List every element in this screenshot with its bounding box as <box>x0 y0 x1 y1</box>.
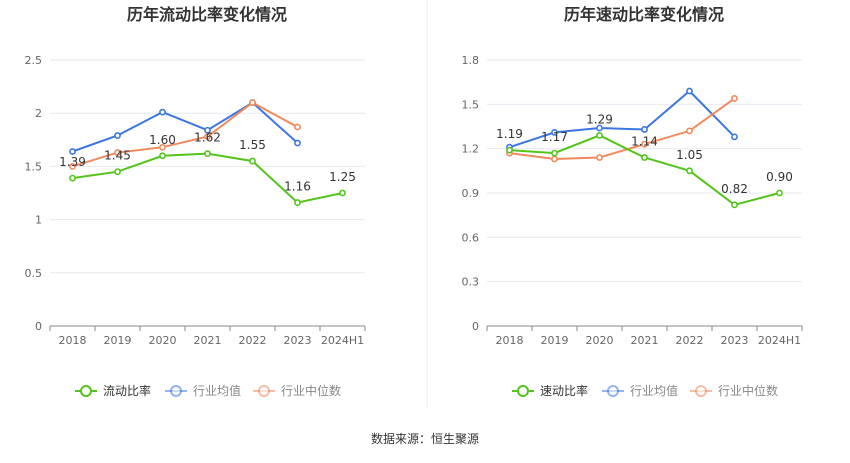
data-point <box>159 152 166 160</box>
y-tick-label: 0 <box>35 320 42 333</box>
data-point <box>69 174 76 182</box>
chart-title: 历年流动比率变化情况 <box>127 5 287 24</box>
data-point <box>641 126 648 133</box>
data-point <box>69 162 76 170</box>
data-point <box>551 129 558 136</box>
x-tick-label: 2024H1 <box>321 334 364 347</box>
data-point <box>114 132 121 139</box>
x-tick-label: 2022 <box>239 334 267 347</box>
y-tick-label: 0 <box>472 320 479 333</box>
data-point <box>596 131 603 139</box>
data-point <box>506 146 513 154</box>
data-point <box>294 139 301 147</box>
data-label: 1.16 <box>284 180 311 194</box>
data-label: 1.19 <box>496 127 523 141</box>
data-label: 1.45 <box>104 149 131 163</box>
data-point <box>686 127 693 135</box>
y-tick-label: 1.5 <box>25 160 43 173</box>
legend-marker <box>80 385 92 397</box>
series-line-2 <box>509 97 736 161</box>
data-point <box>249 99 256 106</box>
data-point <box>731 133 738 141</box>
legend-marker <box>258 385 270 397</box>
data-label: 1.17 <box>541 130 568 144</box>
x-tick-label: 2021 <box>194 334 222 347</box>
data-label: 1.60 <box>149 133 176 147</box>
legend-marker <box>170 385 182 397</box>
current-ratio-chart: 历年流动比率变化情况 0 0.5 1 1.5 2 2.5 2018 2019 2020 2021 20… <box>25 5 366 398</box>
data-point <box>114 149 121 156</box>
series-line-2 <box>72 101 298 168</box>
series-line-1 <box>509 89 736 149</box>
y-tick-label: 2.5 <box>25 54 43 67</box>
data-point <box>551 149 558 157</box>
data-point <box>686 167 693 175</box>
data-point <box>114 168 121 176</box>
x-tick-label: 2020 <box>149 334 177 347</box>
x-tick-label: 2021 <box>631 334 659 347</box>
legend-label: 行业均值 <box>630 383 678 398</box>
legend-label: 流动比率 <box>103 383 151 398</box>
chart-title: 历年速动比率变化情况 <box>564 5 724 24</box>
data-point <box>159 108 166 116</box>
data-label: 1.14 <box>631 135 658 149</box>
x-tick-label: 2023 <box>721 334 749 347</box>
data-point <box>339 189 346 197</box>
y-tick-label: 1.5 <box>462 98 480 111</box>
data-label: 1.29 <box>586 112 613 126</box>
data-point <box>204 126 211 134</box>
data-point <box>249 157 256 165</box>
data-point <box>159 143 166 151</box>
data-point <box>69 148 76 155</box>
legend-label: 行业均值 <box>193 383 241 398</box>
data-point <box>731 201 738 209</box>
y-tick-label: 1.2 <box>462 143 480 156</box>
quick-ratio-chart: 历年速动比率变化情况 0 0.3 0.6 0.9 1.2 1.5 1.8 2018 2019 202… <box>462 5 803 398</box>
y-tick-label: 1.8 <box>462 54 480 67</box>
legend-marker <box>517 385 529 397</box>
data-point <box>641 140 648 148</box>
data-point <box>204 150 211 158</box>
legend-label: 行业中位数 <box>718 383 778 398</box>
x-tick-label: 2019 <box>541 334 569 347</box>
data-label: 0.90 <box>766 170 793 184</box>
x-tick-label: 2024H1 <box>758 334 801 347</box>
y-tick-label: 2 <box>35 107 42 120</box>
data-point <box>294 123 301 131</box>
x-tick-label: 2018 <box>59 334 87 347</box>
data-source-label: 数据来源：恒生聚源 <box>371 431 479 446</box>
y-tick-label: 0.9 <box>462 187 480 200</box>
data-label: 0.82 <box>721 182 748 196</box>
data-point <box>204 133 211 141</box>
data-label: 1.05 <box>676 148 703 162</box>
legend-label: 速动比率 <box>540 383 588 398</box>
x-tick-label: 2020 <box>586 334 614 347</box>
series-line-1 <box>72 101 299 153</box>
y-tick-label: 0.3 <box>462 276 480 289</box>
x-tick-label: 2019 <box>104 334 132 347</box>
legend-marker <box>607 385 619 397</box>
x-tick-label: 2023 <box>284 334 312 347</box>
data-label: 1.25 <box>329 170 356 184</box>
x-tick-label: 2022 <box>676 334 704 347</box>
data-point <box>551 155 558 163</box>
data-point <box>686 87 693 95</box>
y-tick-label: 0.5 <box>25 267 43 280</box>
data-point <box>596 124 603 132</box>
x-tick-label: 2018 <box>496 334 524 347</box>
data-point <box>776 189 783 197</box>
data-point <box>731 95 738 102</box>
data-label: 1.55 <box>239 138 266 152</box>
data-point <box>294 199 301 206</box>
data-label: 1.62 <box>194 131 221 145</box>
legend-marker <box>695 385 707 397</box>
data-label: 1.39 <box>59 155 86 169</box>
data-point <box>641 154 648 161</box>
data-point <box>596 154 603 161</box>
y-tick-label: 0.6 <box>462 231 480 244</box>
y-tick-label: 1 <box>35 214 42 227</box>
legend-label: 行业中位数 <box>281 383 341 398</box>
